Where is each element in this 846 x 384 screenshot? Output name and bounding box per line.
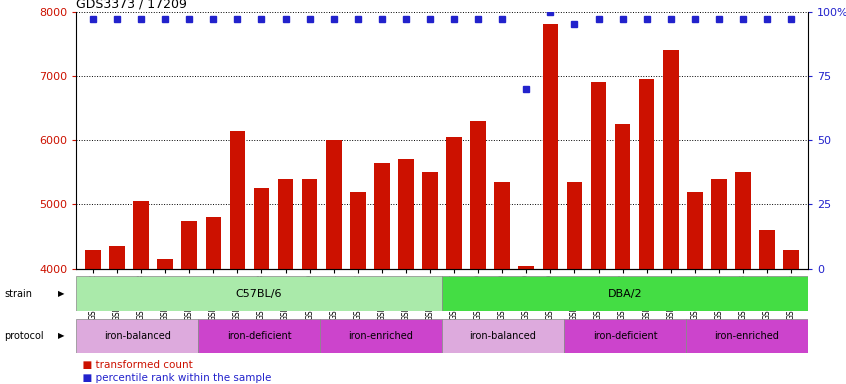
Bar xyxy=(134,201,149,384)
Bar xyxy=(229,131,245,384)
Bar xyxy=(157,259,173,384)
Bar xyxy=(564,319,686,353)
Bar xyxy=(302,179,317,384)
Bar xyxy=(109,246,125,384)
Text: iron-deficient: iron-deficient xyxy=(593,331,657,341)
Bar xyxy=(398,159,414,384)
Bar xyxy=(663,50,678,384)
Bar xyxy=(206,217,221,384)
Bar xyxy=(442,319,564,353)
Bar xyxy=(591,82,607,384)
Bar xyxy=(783,250,799,384)
Bar xyxy=(277,179,294,384)
Bar xyxy=(374,163,390,384)
Bar xyxy=(198,319,320,353)
Bar xyxy=(76,276,442,311)
Text: iron-enriched: iron-enriched xyxy=(349,331,414,341)
Bar xyxy=(735,172,750,384)
Bar xyxy=(446,137,462,384)
Bar xyxy=(76,319,198,353)
Text: GDS3373 / 17209: GDS3373 / 17209 xyxy=(76,0,187,10)
Bar xyxy=(542,25,558,384)
Text: ■ transformed count: ■ transformed count xyxy=(76,360,193,370)
Bar xyxy=(494,182,510,384)
Text: ■ percentile rank within the sample: ■ percentile rank within the sample xyxy=(76,373,272,383)
Bar xyxy=(85,250,101,384)
Text: C57BL/6: C57BL/6 xyxy=(236,289,283,299)
Text: strain: strain xyxy=(4,289,32,299)
Bar xyxy=(759,230,775,384)
Bar xyxy=(615,124,630,384)
Text: iron-balanced: iron-balanced xyxy=(104,331,171,341)
Bar xyxy=(711,179,727,384)
Bar xyxy=(254,189,269,384)
Bar xyxy=(567,182,582,384)
Bar xyxy=(422,172,438,384)
Text: ▶: ▶ xyxy=(58,289,64,298)
Text: iron-deficient: iron-deficient xyxy=(227,331,291,341)
Bar xyxy=(326,140,342,384)
Bar xyxy=(687,192,703,384)
Bar xyxy=(442,276,808,311)
Bar xyxy=(686,319,808,353)
Text: DBA/2: DBA/2 xyxy=(607,289,642,299)
Bar xyxy=(519,266,534,384)
Bar xyxy=(181,220,197,384)
Bar xyxy=(470,121,486,384)
Bar xyxy=(320,319,442,353)
Text: protocol: protocol xyxy=(4,331,44,341)
Text: iron-enriched: iron-enriched xyxy=(715,331,779,341)
Text: iron-balanced: iron-balanced xyxy=(470,331,536,341)
Text: ▶: ▶ xyxy=(58,331,64,341)
Bar xyxy=(350,192,365,384)
Bar xyxy=(639,79,655,384)
